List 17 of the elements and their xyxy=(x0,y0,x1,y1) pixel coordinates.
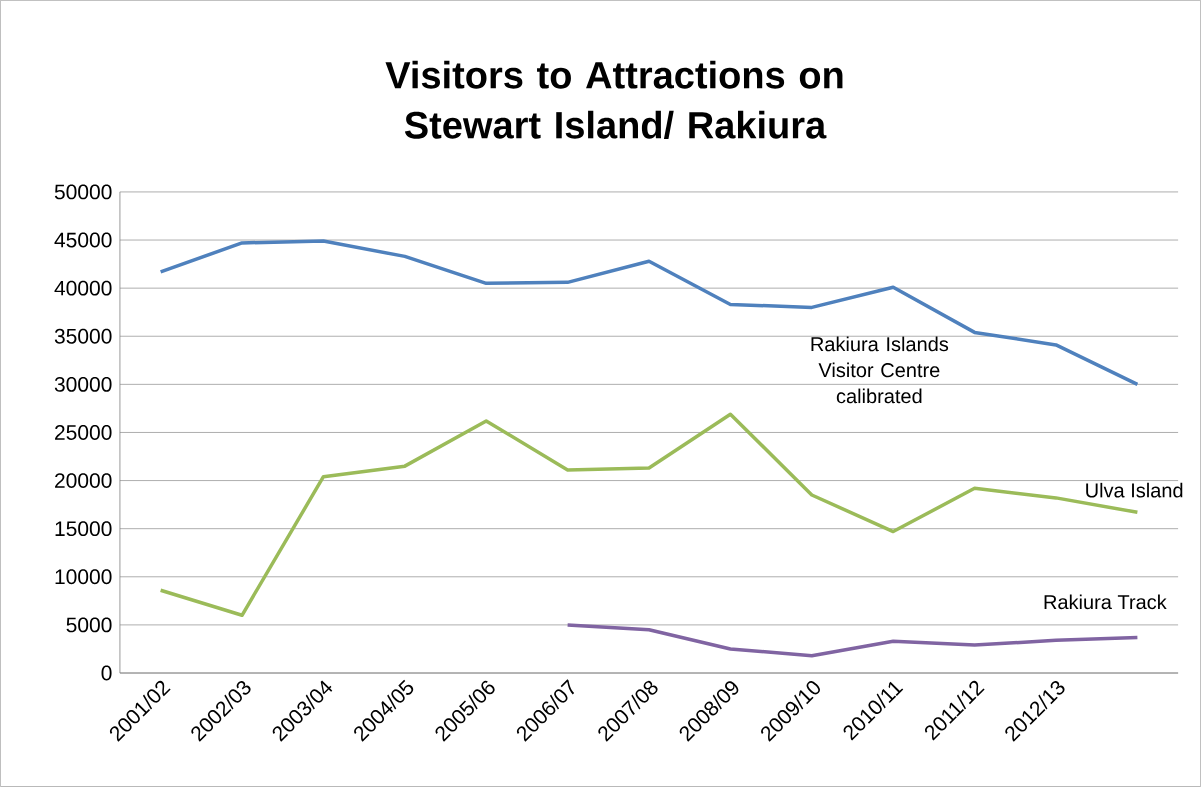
y-tick-label: 10000 xyxy=(55,569,112,585)
y-tick-label: 50000 xyxy=(54,184,112,200)
chart-title: Visitors to Attractions on Stewart Island/ Rakiura xyxy=(385,60,843,140)
y-tick-label: 0 xyxy=(101,665,112,681)
y-tick-label: 5000 xyxy=(66,617,112,633)
y-tick-label: 45000 xyxy=(54,232,112,248)
series-label: Rakiura Islands Visitor Centre calibrated xyxy=(811,336,949,404)
y-tick-label: 15000 xyxy=(55,521,112,537)
y-tick-label: 30000 xyxy=(54,376,112,392)
series-label: Rakiura Track xyxy=(1044,594,1167,610)
y-tick-label: 35000 xyxy=(54,328,112,344)
y-tick-label: 20000 xyxy=(55,473,112,489)
line-series xyxy=(565,623,1140,658)
series-label: Ulva Island xyxy=(1086,482,1183,498)
y-tick-label: 40000 xyxy=(54,280,112,296)
y-tick-label: 25000 xyxy=(55,425,112,440)
line-series xyxy=(158,239,1140,387)
